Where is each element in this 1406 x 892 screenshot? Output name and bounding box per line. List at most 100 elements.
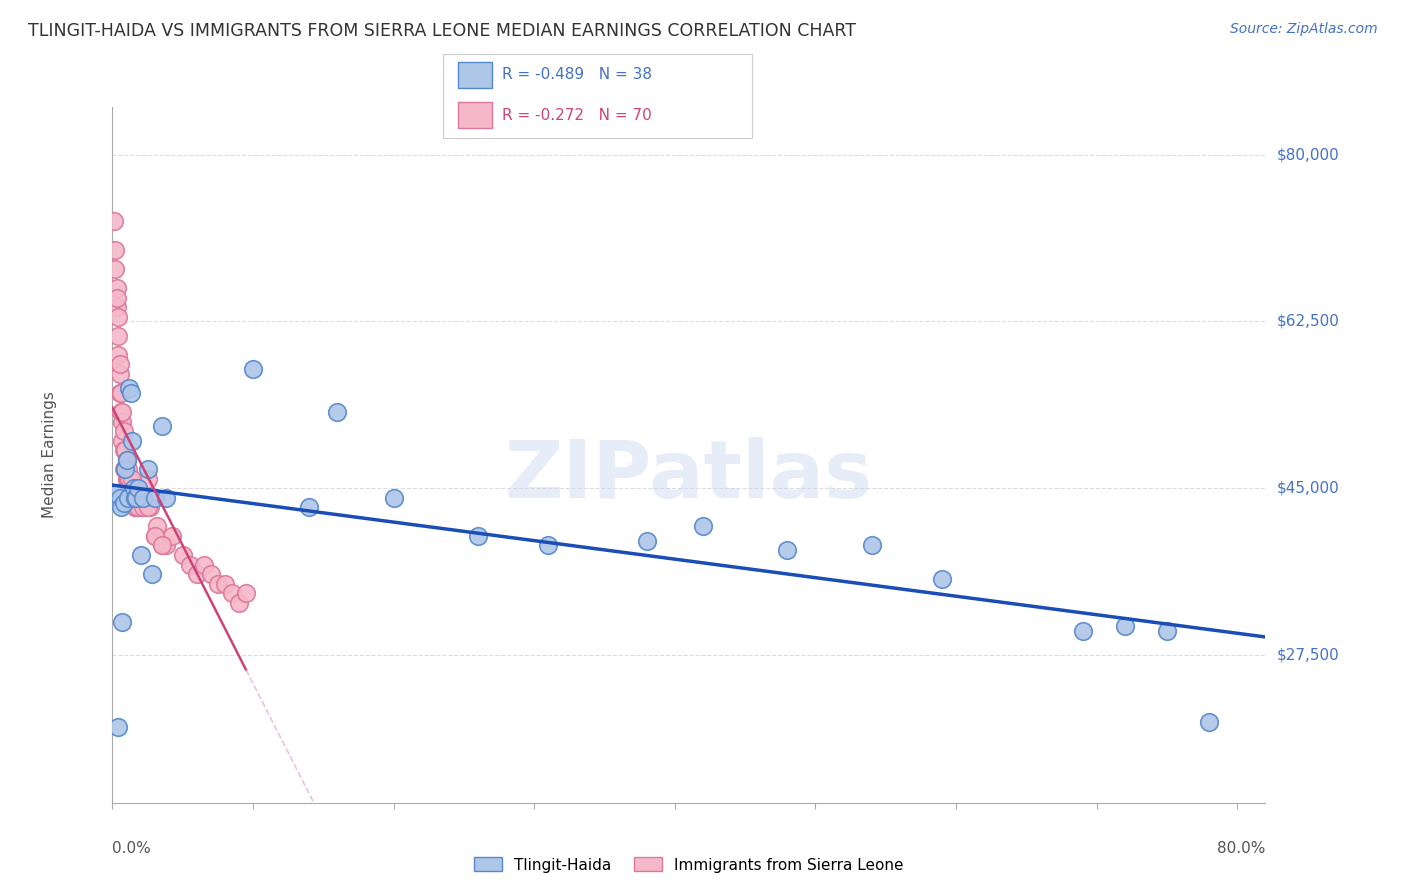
- Point: [122, 481, 145, 495]
- Point: [114, 462, 136, 476]
- Point: [207, 576, 229, 591]
- Point: [382, 491, 405, 505]
- Point: [136, 462, 159, 476]
- Text: Source: ZipAtlas.com: Source: ZipAtlas.com: [1230, 22, 1378, 37]
- Point: [1114, 619, 1136, 633]
- Point: [117, 472, 139, 486]
- Point: [121, 472, 143, 486]
- Point: [124, 500, 146, 515]
- Point: [129, 491, 152, 505]
- Point: [105, 281, 128, 295]
- Point: [104, 243, 127, 257]
- Point: [108, 386, 131, 401]
- Point: [111, 415, 134, 429]
- Point: [143, 529, 166, 543]
- Point: [179, 558, 201, 572]
- Point: [129, 548, 152, 562]
- Point: [105, 486, 128, 500]
- Point: [108, 491, 131, 505]
- Point: [114, 443, 136, 458]
- Text: Median Earnings: Median Earnings: [42, 392, 56, 518]
- Point: [131, 500, 153, 515]
- Point: [105, 291, 128, 305]
- Point: [129, 491, 152, 505]
- Point: [150, 539, 173, 553]
- Point: [108, 357, 131, 371]
- Point: [155, 491, 177, 505]
- Point: [132, 491, 155, 505]
- Point: [115, 472, 138, 486]
- Point: [1071, 624, 1094, 639]
- Point: [121, 481, 143, 495]
- Point: [132, 500, 155, 515]
- Point: [143, 491, 166, 505]
- Text: 0.0%: 0.0%: [112, 841, 152, 856]
- Point: [127, 481, 149, 495]
- Point: [127, 500, 149, 515]
- Point: [143, 529, 166, 543]
- Point: [111, 405, 134, 419]
- Point: [105, 300, 128, 314]
- Point: [326, 405, 349, 419]
- Point: [141, 567, 163, 582]
- Point: [112, 462, 135, 476]
- Point: [111, 615, 134, 629]
- Point: [122, 491, 145, 505]
- Point: [155, 539, 177, 553]
- Point: [931, 572, 953, 586]
- Point: [115, 472, 138, 486]
- Point: [1198, 714, 1220, 729]
- Point: [111, 434, 134, 448]
- Point: [1156, 624, 1178, 639]
- Point: [127, 500, 149, 515]
- Point: [107, 348, 129, 362]
- Point: [103, 214, 125, 228]
- Point: [200, 567, 222, 582]
- Point: [128, 500, 150, 515]
- Point: [107, 328, 129, 343]
- Point: [776, 543, 799, 558]
- Point: [150, 419, 173, 434]
- Point: [186, 567, 208, 582]
- Text: R = -0.272   N = 70: R = -0.272 N = 70: [502, 108, 652, 122]
- Text: $45,000: $45,000: [1277, 481, 1340, 496]
- Point: [150, 539, 173, 553]
- Point: [860, 539, 883, 553]
- Point: [136, 500, 159, 515]
- Point: [125, 491, 148, 505]
- Point: [228, 596, 250, 610]
- Point: [118, 472, 141, 486]
- Point: [124, 500, 146, 515]
- Point: [146, 519, 169, 533]
- Text: R = -0.489   N = 38: R = -0.489 N = 38: [502, 68, 652, 82]
- Point: [124, 491, 146, 505]
- Point: [107, 310, 129, 324]
- Legend: Tlingit-Haida, Immigrants from Sierra Leone: Tlingit-Haida, Immigrants from Sierra Le…: [468, 851, 910, 879]
- Point: [636, 533, 658, 548]
- Point: [467, 529, 489, 543]
- Point: [125, 491, 148, 505]
- Point: [537, 539, 560, 553]
- Point: [221, 586, 243, 600]
- Point: [160, 529, 183, 543]
- Point: [118, 472, 141, 486]
- Text: $80,000: $80,000: [1277, 147, 1340, 162]
- Point: [117, 462, 139, 476]
- Point: [104, 262, 127, 277]
- Point: [214, 576, 236, 591]
- Point: [120, 481, 142, 495]
- Point: [114, 462, 136, 476]
- Point: [242, 362, 264, 376]
- Point: [118, 381, 141, 395]
- Point: [110, 386, 132, 401]
- Text: TLINGIT-HAIDA VS IMMIGRANTS FROM SIERRA LEONE MEDIAN EARNINGS CORRELATION CHART: TLINGIT-HAIDA VS IMMIGRANTS FROM SIERRA …: [28, 22, 856, 40]
- Point: [235, 586, 257, 600]
- Point: [132, 491, 155, 505]
- Point: [112, 443, 135, 458]
- Text: ZIPatlas: ZIPatlas: [505, 437, 873, 515]
- Point: [117, 472, 139, 486]
- Point: [121, 434, 143, 448]
- Point: [122, 481, 145, 495]
- Point: [118, 481, 141, 495]
- Point: [172, 548, 194, 562]
